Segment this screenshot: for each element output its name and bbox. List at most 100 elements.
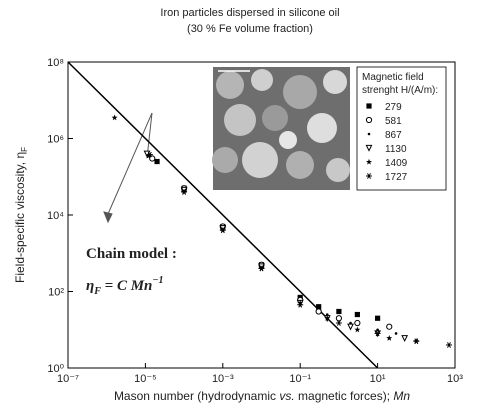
legend-title: strenght H/(A/m):: [362, 85, 438, 96]
x-tick-label: 10³: [447, 373, 463, 385]
marker-shape: [354, 326, 361, 333]
marker-shape: [401, 335, 409, 342]
marker-shape: [315, 308, 322, 315]
marker-shape: [297, 299, 304, 306]
legend-label: 581: [385, 116, 402, 127]
marker-triangle: [401, 335, 409, 342]
marker-square: [154, 158, 160, 165]
marker-star: [111, 114, 118, 121]
formula: ηF = C Mn−1: [86, 275, 163, 297]
formula-part: η: [86, 278, 94, 294]
chart-title: Iron particles dispersed in silicone oil: [160, 7, 339, 19]
marker-dot: [394, 332, 398, 335]
legend-title: Magnetic field: [362, 72, 424, 83]
x-label-text: Mn: [393, 389, 410, 403]
legend-label: 279: [385, 102, 402, 113]
chart-subtitle: (30 % Fe volume fraction): [187, 23, 313, 35]
y-label-text: Field-specific viscosity, η: [13, 152, 27, 283]
y-tick-label: 10²: [48, 287, 64, 299]
y-axis-label: Field-specific viscosity, ηF: [13, 147, 29, 283]
marker-square: [336, 308, 342, 315]
marker-asterisk: [181, 189, 188, 195]
marker-shape: [375, 315, 381, 321]
x-tick-label: 10⁻¹: [289, 373, 311, 385]
marker-shape: [365, 158, 373, 165]
marker-shape: [324, 315, 331, 321]
marker-shape: [336, 308, 342, 315]
marker-shape: [354, 319, 361, 327]
legend-marker: [366, 103, 372, 109]
marker-shape: [259, 265, 264, 272]
marker-asterisk: [413, 338, 420, 345]
marker-shape: [316, 304, 322, 310]
marker-square: [375, 315, 381, 321]
marker-star: [354, 326, 361, 333]
x-label-text: vs.: [279, 389, 294, 403]
formula-part: −1: [152, 275, 163, 286]
marker-star: [386, 335, 393, 341]
y-label-sub: F: [20, 147, 29, 152]
legend-label: 1409: [385, 158, 408, 169]
marker-shape: [367, 173, 371, 179]
x-tick-label: 10⁻⁵: [134, 373, 157, 385]
marker-shape: [386, 323, 393, 330]
marker-asterisk: [146, 151, 153, 158]
inset-image: [212, 67, 350, 190]
marker-shape: [145, 152, 152, 159]
marker-circle: [315, 308, 322, 315]
marker-star: [145, 152, 152, 159]
marker-asterisk: [374, 330, 381, 337]
marker-asterisk: [258, 265, 265, 272]
marker-shape: [365, 116, 373, 124]
marker-square: [354, 311, 360, 318]
marker-shape: [111, 114, 118, 121]
marker-shape: [354, 311, 360, 318]
annotation-arrows: [103, 112, 153, 224]
marker-shape: [220, 227, 225, 234]
marker-asterisk: [219, 227, 226, 234]
x-tick-label: 10⁻³: [212, 373, 234, 385]
marker-asterisk: [446, 342, 453, 348]
marker-shape: [347, 323, 354, 331]
marker-circle: [354, 319, 361, 327]
marker-shape: [149, 155, 156, 162]
marker-square: [316, 304, 322, 310]
x-tick-label: 10⁻⁷: [57, 373, 79, 385]
marker-shape: [147, 151, 152, 158]
marker-shape: [154, 158, 160, 165]
legend-label: 867: [385, 130, 402, 141]
marker-shape: [386, 335, 393, 341]
formula-part: F: [93, 286, 101, 297]
marker-shape: [447, 342, 451, 348]
x-label-text: Mason number (hydrodynamic: [114, 389, 279, 403]
y-tick-label: 10⁶: [47, 134, 64, 146]
x-axis-label: Mason number (hydrodynamic vs. magnetic …: [114, 389, 410, 403]
marker-shape: [394, 332, 398, 335]
marker-shape: [335, 315, 342, 322]
legend-marker: [366, 173, 372, 179]
marker-shape: [365, 144, 373, 152]
x-tick-label: 10¹: [370, 373, 386, 385]
marker-star: [324, 315, 331, 321]
legend-box: [356, 66, 447, 191]
marker-triangle: [347, 323, 354, 331]
legend-marker: [365, 144, 373, 152]
legend-marker: [365, 116, 373, 124]
formula-part: = C Mn: [101, 278, 152, 294]
y-tick-label: 10⁸: [47, 57, 64, 69]
marker-shape: [414, 338, 419, 345]
marker-circle: [149, 155, 156, 162]
marker-shape: [336, 320, 341, 326]
marker-asterisk: [297, 301, 304, 308]
marker-shape: [367, 132, 371, 136]
marker-shape: [298, 301, 303, 308]
y-tick-label: 10⁰: [47, 363, 64, 375]
marker-star: [297, 299, 304, 306]
legend-marker: [365, 158, 373, 165]
marker-shape: [366, 103, 372, 109]
legend-label: 1130: [385, 144, 407, 155]
marker-circle: [335, 315, 342, 322]
legend-marker: [367, 132, 371, 136]
marker-shape: [182, 189, 187, 195]
